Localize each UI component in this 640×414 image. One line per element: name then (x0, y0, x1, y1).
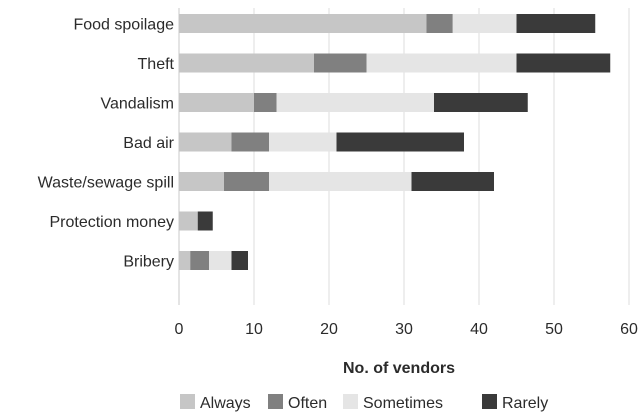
category-label: Vandalism (100, 96, 174, 113)
legend-swatch-often (268, 394, 283, 409)
bar-segment-rarely (434, 93, 528, 112)
category-label: Waste/sewage spill (38, 175, 174, 192)
bar-segment-sometimes (276, 93, 434, 112)
bar-segment-rarely (411, 172, 494, 191)
legend-label: Always (200, 395, 251, 412)
bar-segment-sometimes (366, 53, 517, 73)
category-label: Theft (138, 56, 175, 73)
category-labels: Food spoilage Theft Vandalism Bad air Waste/… (38, 17, 175, 271)
legend-label: Sometimes (363, 395, 443, 412)
bar-segment-always (179, 251, 191, 270)
bar-segment-rarely (516, 14, 596, 33)
bar-segment-always (179, 14, 427, 33)
category-label: Food spoilage (73, 17, 174, 34)
bar-segment-often (231, 132, 269, 152)
category-label: Bad air (123, 135, 174, 152)
x-tick-labels: 0 10 20 30 40 50 60 (175, 321, 638, 338)
bar-segment-rarely (336, 132, 464, 152)
legend: Always Often Sometimes Rarely (180, 394, 548, 412)
legend-swatch-rarely (482, 394, 497, 409)
bar-segment-often (190, 251, 209, 270)
bar-segment-always (179, 132, 232, 152)
bar-segment-rarely (197, 211, 213, 231)
x-tick-label: 30 (395, 321, 413, 338)
bar-segment-often (426, 14, 453, 33)
category-label: Protection money (49, 214, 174, 231)
bar-segment-always (179, 211, 198, 231)
bars (179, 14, 611, 270)
bar-segment-rarely (231, 251, 248, 270)
x-tick-label: 0 (175, 321, 184, 338)
legend-swatch-always (180, 394, 195, 409)
x-tick-label: 60 (620, 321, 638, 338)
legend-label: Rarely (502, 395, 548, 412)
x-axis-title: No. of vendors (343, 360, 455, 377)
bar-segment-sometimes (269, 172, 412, 191)
bar-segment-always (179, 172, 224, 191)
legend-label: Often (288, 395, 327, 412)
bar-segment-sometimes (209, 251, 232, 270)
bar-segment-sometimes (269, 132, 337, 152)
bar-segment-rarely (516, 53, 611, 73)
legend-swatch-sometimes (343, 394, 358, 409)
bar-segment-always (179, 53, 314, 73)
bar-segment-sometimes (452, 14, 517, 33)
x-tick-label: 20 (320, 321, 338, 338)
x-tick-label: 50 (545, 321, 563, 338)
category-label: Bribery (123, 254, 174, 271)
bar-segment-often (254, 93, 277, 112)
x-tick-label: 10 (245, 321, 263, 338)
bar-segment-often (224, 172, 269, 191)
bar-segment-often (314, 53, 367, 73)
x-tick-label: 40 (470, 321, 488, 338)
bar-segment-always (179, 93, 254, 112)
